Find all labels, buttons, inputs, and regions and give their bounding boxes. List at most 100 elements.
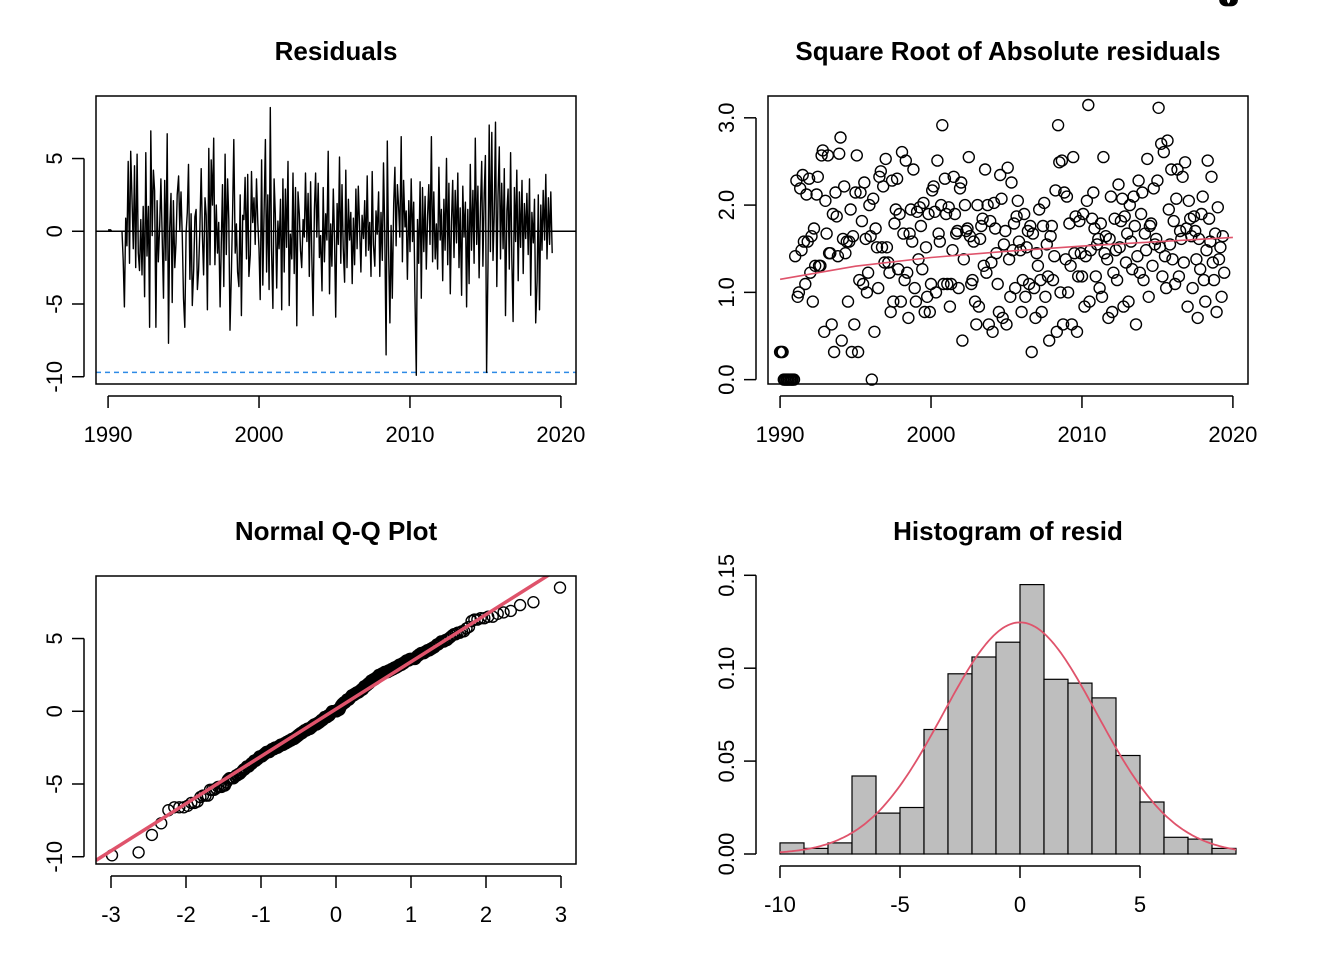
x-tick-label: -10: [764, 892, 796, 917]
scatter-point: [981, 198, 994, 212]
x-tick-label: 1: [405, 902, 417, 927]
x-tick-label: 0: [1014, 892, 1026, 917]
y-tick-label: -5: [42, 774, 67, 794]
histogram-bar: [1211, 847, 1237, 855]
x-tick-label: 2020: [536, 422, 585, 447]
scatter-point: [787, 373, 801, 386]
scatter-point: [863, 198, 876, 212]
scatter-point: [877, 180, 890, 193]
scatter-point: [938, 172, 952, 185]
scatter-point: [1001, 161, 1014, 174]
y-tick-label: 0.0: [714, 364, 739, 395]
scatter-point: [1152, 101, 1165, 115]
scatter-point: [929, 286, 943, 299]
scatter-point: [1167, 214, 1180, 228]
qq-point: [527, 596, 540, 609]
residuals-marks: [96, 106, 576, 376]
scatter-point: [810, 188, 823, 201]
scatter-point: [834, 131, 847, 144]
y-tick-label: 3.0: [714, 103, 739, 134]
histogram-bar: [1115, 754, 1141, 855]
scatter-point: [846, 229, 860, 243]
scatter-point: [1035, 305, 1048, 319]
scatter-point: [1109, 243, 1123, 257]
scatter-point: [1103, 232, 1116, 246]
scatter-point: [861, 266, 875, 279]
histogram-bar: [971, 656, 997, 855]
scatter-point: [1147, 182, 1160, 195]
scatter-point: [936, 118, 949, 132]
scatter-point: [1113, 241, 1126, 254]
scatter-point: [814, 259, 827, 272]
scatter-point: [893, 207, 906, 221]
scatter-point: [1107, 266, 1120, 279]
scatter-point: [880, 241, 894, 254]
scatter-point: [811, 170, 824, 184]
scatter-point: [1083, 295, 1096, 308]
scatter-point: [1075, 270, 1089, 283]
scatter-point: [897, 227, 910, 240]
scatter-point: [1089, 270, 1103, 283]
scatter-point: [1024, 219, 1037, 233]
qq-point: [474, 612, 487, 625]
scatter-point: [902, 311, 915, 325]
scatter-point: [1104, 190, 1118, 203]
scatter-point: [1095, 290, 1109, 303]
scatter-point: [1216, 229, 1230, 243]
scatter-point: [971, 198, 984, 212]
scatter-point: [1040, 238, 1054, 251]
scatter-point: [838, 180, 851, 193]
scatter-point: [1187, 210, 1201, 223]
histogram-bar: [923, 728, 949, 855]
scatter-point: [1029, 311, 1042, 325]
x-tick-label: 2: [480, 902, 492, 927]
x-tick-label: 2010: [385, 422, 434, 447]
scatter-point: [961, 222, 974, 235]
x-tick-label: -1: [251, 902, 271, 927]
scatter-point: [1134, 207, 1148, 221]
scatter-point: [1054, 286, 1067, 299]
scatter-point: [901, 266, 914, 279]
scatter-point: [799, 277, 812, 291]
scatter-point: [1201, 154, 1214, 167]
x-tick-label: 1990: [756, 422, 805, 447]
scatter-point: [869, 222, 882, 235]
y-tick-label: -10: [42, 361, 67, 393]
scatter-point: [1156, 270, 1169, 283]
qq-title: Normal Q-Q Plot: [235, 516, 438, 546]
scatter-point: [908, 281, 921, 295]
scatter-point: [1128, 219, 1142, 233]
scatter-point: [848, 318, 861, 331]
scatter-point: [973, 232, 987, 246]
x-tick-label: -2: [176, 902, 196, 927]
scatter-point: [1034, 273, 1047, 287]
scatter-point: [826, 207, 840, 221]
scatter-point: [1186, 281, 1199, 295]
scatter-point: [1215, 290, 1228, 303]
scatter-point: [1105, 305, 1119, 319]
scatter-point: [1210, 305, 1223, 319]
histogram-bar: [995, 641, 1021, 855]
scatter-point: [875, 241, 889, 254]
qq-point: [553, 581, 567, 594]
scatter-point: [906, 235, 919, 248]
scatter-point: [1136, 186, 1149, 199]
scatter-point: [831, 250, 845, 263]
scatter-point: [809, 259, 822, 272]
scatter-point: [1017, 207, 1031, 221]
scatter-point: [1071, 270, 1085, 283]
scatter-point: [827, 345, 841, 359]
scatter-point: [1026, 227, 1040, 240]
scatter-point: [836, 232, 850, 246]
scatter-point: [932, 227, 945, 240]
scatter-point: [1138, 227, 1152, 240]
scatter-point: [1151, 174, 1164, 187]
scatter-point: [829, 186, 842, 199]
scatter-point: [933, 235, 946, 248]
scatter-point: [1129, 318, 1143, 331]
scatter-point: [1206, 256, 1220, 269]
scatter-point: [868, 325, 881, 338]
scatter-point: [952, 281, 965, 295]
scatter-point: [986, 325, 999, 338]
scatter-point: [792, 286, 806, 299]
